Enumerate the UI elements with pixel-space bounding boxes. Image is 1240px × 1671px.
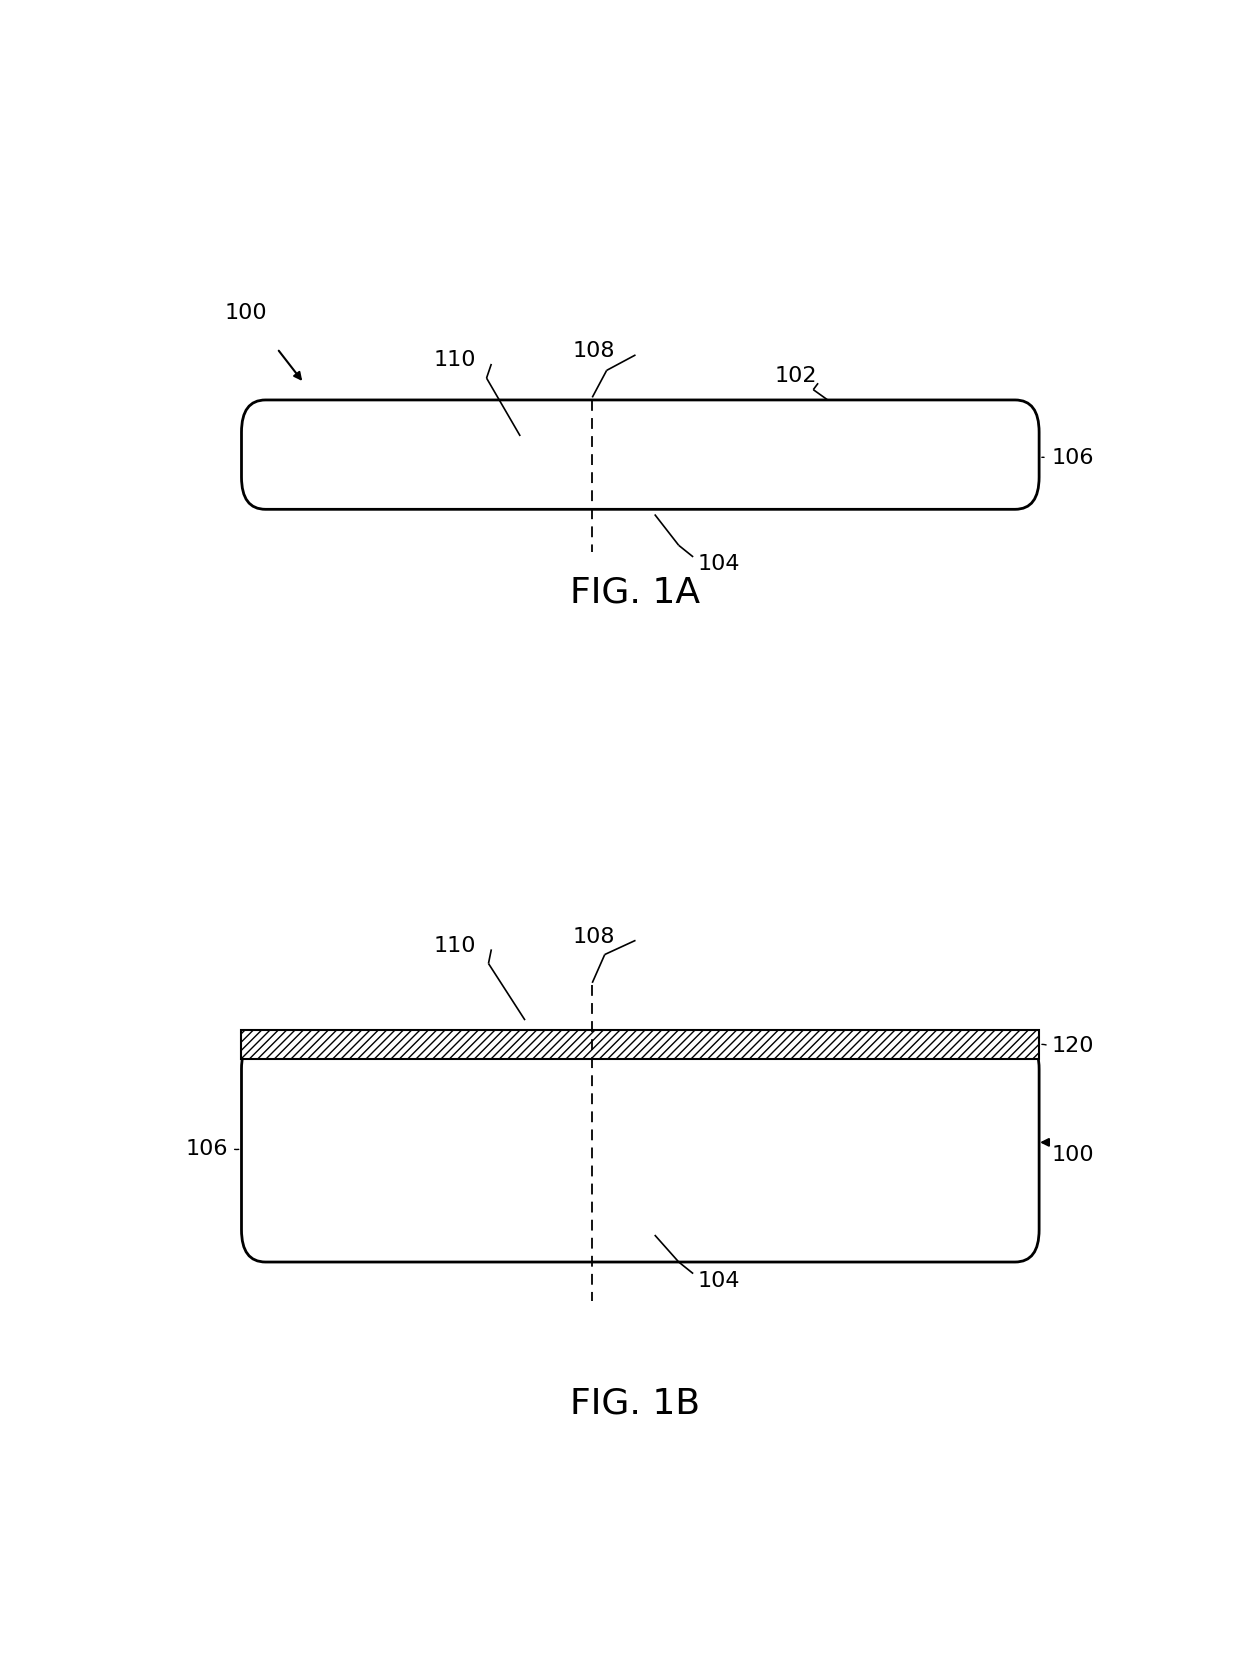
Text: 110: 110 [434,936,476,956]
Text: 100: 100 [1052,1145,1094,1165]
Text: 108: 108 [573,927,615,947]
Text: 110: 110 [434,351,476,371]
Text: 104: 104 [698,555,740,575]
Text: 100: 100 [224,302,267,323]
FancyBboxPatch shape [242,399,1039,510]
Text: 104: 104 [698,1272,740,1292]
Text: 120: 120 [1052,1036,1094,1056]
FancyBboxPatch shape [242,1036,1039,1262]
Text: FIG. 1B: FIG. 1B [570,1387,701,1420]
Bar [242,1031,1039,1059]
Text: 102: 102 [775,366,817,386]
Text: FIG. 1A: FIG. 1A [570,576,701,610]
Text: 108: 108 [573,341,615,361]
Text: 106: 106 [186,1140,228,1158]
Text: 106: 106 [1052,448,1094,468]
